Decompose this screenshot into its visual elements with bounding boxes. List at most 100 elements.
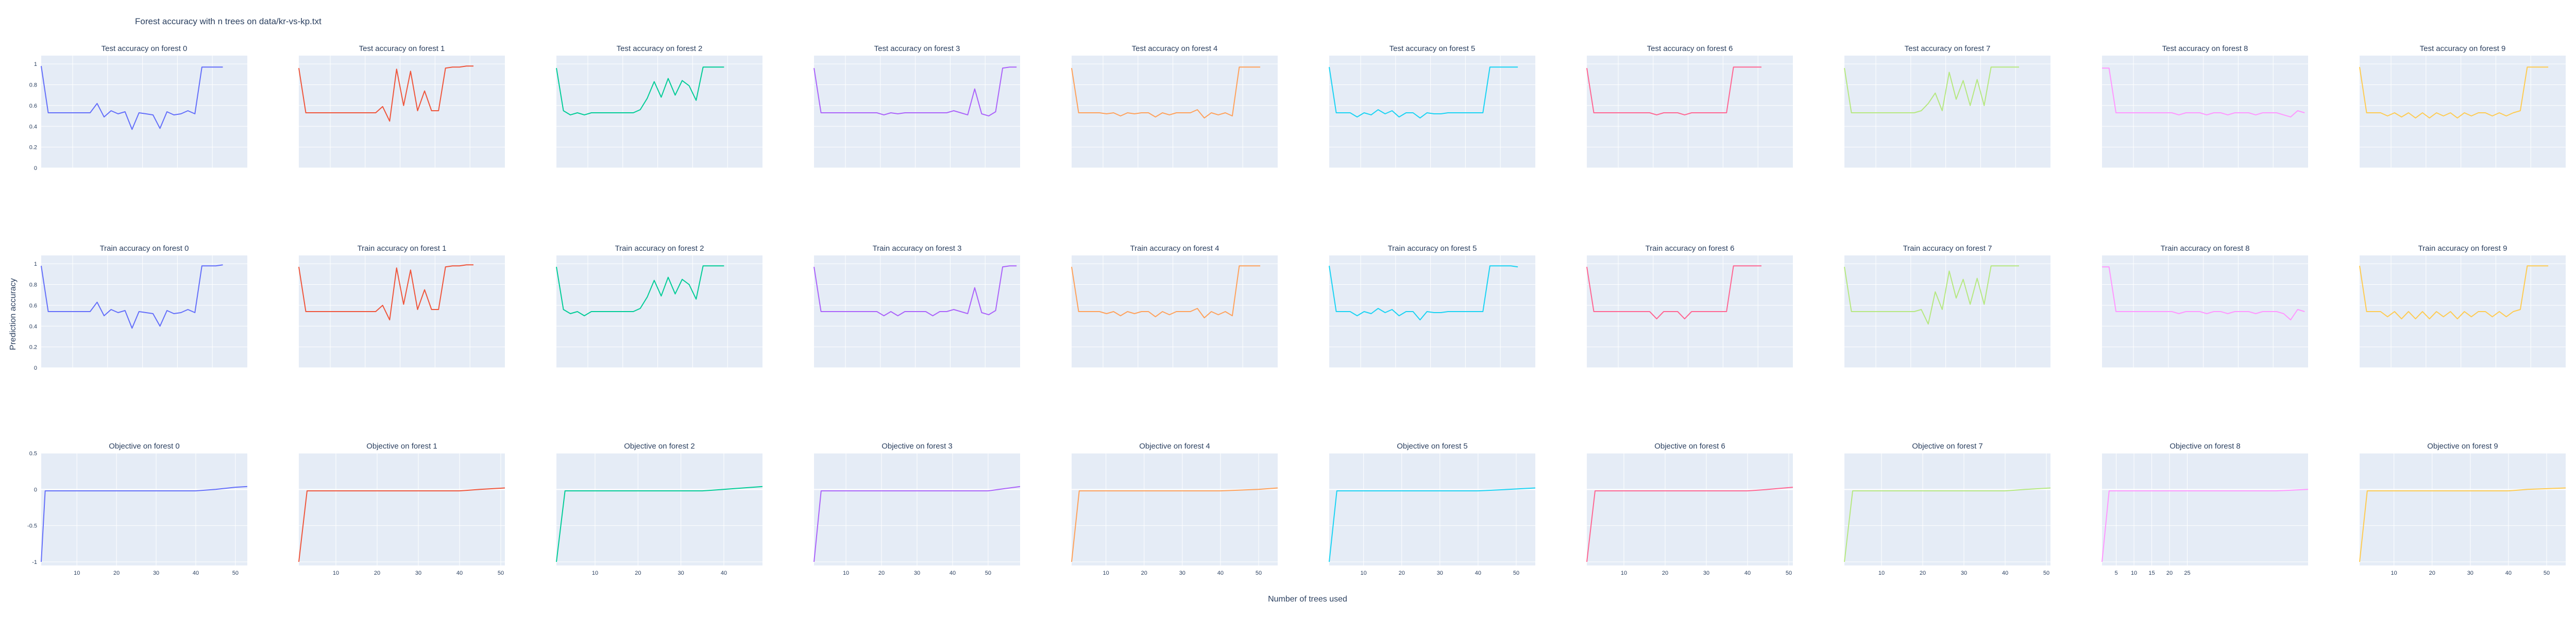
subplot-title: Test accuracy on forest 2 (617, 44, 703, 53)
x-tick-label: 20 (2429, 570, 2435, 576)
subplot-title: Train accuracy on forest 2 (615, 244, 704, 253)
series-line (2102, 67, 2305, 118)
plot-background (1329, 453, 1535, 565)
y-tick-label: 0 (34, 165, 37, 171)
x-tick-label: 50 (1513, 570, 1519, 576)
x-tick-label: 10 (1878, 570, 1885, 576)
plot-background (556, 255, 762, 368)
y-tick-label: 0.8 (29, 282, 37, 288)
subplot: Train accuracy on forest 5 (1329, 244, 1535, 368)
subplot-title: Objective on forest 1 (366, 442, 437, 451)
subplot-title: Train accuracy on forest 5 (1388, 244, 1477, 253)
x-tick-label: 10 (1103, 570, 1109, 576)
y-tick-label: 0 (34, 487, 37, 493)
subplot: Train accuracy on forest 1 (298, 244, 505, 368)
subplot: Train accuracy on forest 4 (1071, 244, 1278, 368)
x-tick-label: 50 (1786, 570, 1792, 576)
subplot: 10 20 30 40 50 Objective on forest 4 (1071, 442, 1278, 576)
x-tick-label: 30 (914, 570, 920, 576)
subplot-title: Objective on forest 7 (1912, 442, 1983, 451)
x-tick-label: 40 (1217, 570, 1224, 576)
series-line (1329, 66, 1518, 119)
subplot: -1 -0.5 0 0.5 10 20 30 40 50 Objective on forest … (27, 442, 248, 576)
series-line (1329, 487, 1536, 562)
subplot-title: Objective on forest 8 (2170, 442, 2241, 451)
subplot: Train accuracy on forest 2 (556, 244, 762, 368)
plot-background (41, 453, 247, 565)
x-tick-label: 10 (843, 570, 849, 576)
x-tick-label: 20 (635, 570, 641, 576)
subplot-title: Train accuracy on forest 0 (100, 244, 189, 253)
x-tick-label: 40 (721, 570, 727, 576)
x-tick-label: 40 (1475, 570, 1481, 576)
plot-background (1844, 56, 2050, 168)
subplot: Train accuracy on forest 7 (1844, 244, 2050, 368)
plot-background (41, 56, 247, 168)
plot-background (2360, 453, 2566, 565)
plot-background (1844, 453, 2050, 565)
subplot-title: Objective on forest 2 (624, 442, 695, 451)
y-tick-label: 0 (34, 365, 37, 371)
x-tick-label: 30 (2467, 570, 2473, 576)
series-line (814, 66, 1017, 117)
y-tick-label: 0.2 (29, 145, 37, 151)
subplot: 10 20 30 40 50 Objective on forest 9 (2359, 442, 2566, 576)
y-tick-label: 0.4 (29, 323, 37, 330)
x-tick-label: 10 (2391, 570, 2397, 576)
series-line (2359, 265, 2549, 320)
subplot-title: Objective on forest 5 (1397, 442, 1468, 451)
subplot: Test accuracy on forest 8 (2102, 44, 2308, 168)
plot-background (1329, 56, 1535, 168)
x-tick-label: 40 (456, 570, 463, 576)
y-tick-label: 0.4 (29, 124, 37, 130)
x-tick-label: 40 (2505, 570, 2512, 576)
x-tick-label: 30 (678, 570, 684, 576)
plot-background (1329, 255, 1535, 368)
x-tick-label: 50 (498, 570, 504, 576)
x-tick-label: 20 (1141, 570, 1147, 576)
subplot: Train accuracy on forest 9 (2359, 244, 2566, 368)
series-line (2359, 487, 2566, 562)
x-tick-label: 5 (2115, 570, 2118, 576)
series-line (2359, 66, 2549, 119)
y-tick-label: 1 (34, 61, 37, 67)
x-tick-label: 40 (950, 570, 956, 576)
x-tick-label: 50 (232, 570, 239, 576)
x-tick-label: 30 (153, 570, 159, 576)
plot-background (299, 453, 505, 565)
subplot-title: Test accuracy on forest 1 (359, 44, 445, 53)
series-line (1071, 487, 1278, 562)
x-tick-label: 20 (878, 570, 885, 576)
x-tick-label: 50 (1256, 570, 1262, 576)
subplot: Test accuracy on forest 7 (1844, 44, 2050, 168)
series-line (1329, 265, 1518, 321)
series-line (556, 265, 724, 317)
subplot-title: Train accuracy on forest 3 (873, 244, 962, 253)
subplot: 10 20 30 40 Objective on forest 2 (556, 442, 763, 576)
subplot-title: Train accuracy on forest 7 (1903, 244, 1992, 253)
plot-background (2360, 255, 2566, 368)
x-tick-label: 40 (2002, 570, 2008, 576)
series-line (2102, 489, 2309, 562)
subplot: Test accuracy on forest 6 (1586, 44, 1793, 168)
y-tick-label: 0.6 (29, 103, 37, 109)
subplot-title: Train accuracy on forest 6 (1646, 244, 1735, 253)
x-tick-label: 20 (2166, 570, 2173, 576)
y-axis-label: Prediction accuracy (9, 278, 18, 350)
x-tick-label: 30 (1961, 570, 1967, 576)
x-axis-label: Number of trees used (1268, 595, 1347, 604)
series-line (41, 264, 223, 329)
x-tick-label: 20 (1662, 570, 1668, 576)
subplot-title: Objective on forest 4 (1139, 442, 1210, 451)
x-tick-label: 30 (1703, 570, 1709, 576)
plot-background (556, 453, 762, 565)
series-line (2102, 266, 2305, 321)
subplot: Test accuracy on forest 5 (1329, 44, 1535, 168)
series-line (814, 486, 1021, 562)
subplot: 5 10 15 20 25 Objective on forest 8 (2102, 442, 2309, 576)
plot-background (299, 56, 505, 168)
subplot: Train accuracy on forest 6 (1586, 244, 1793, 368)
y-tick-label: 1 (34, 261, 37, 267)
subplot-title: Test accuracy on forest 7 (1905, 44, 1991, 53)
